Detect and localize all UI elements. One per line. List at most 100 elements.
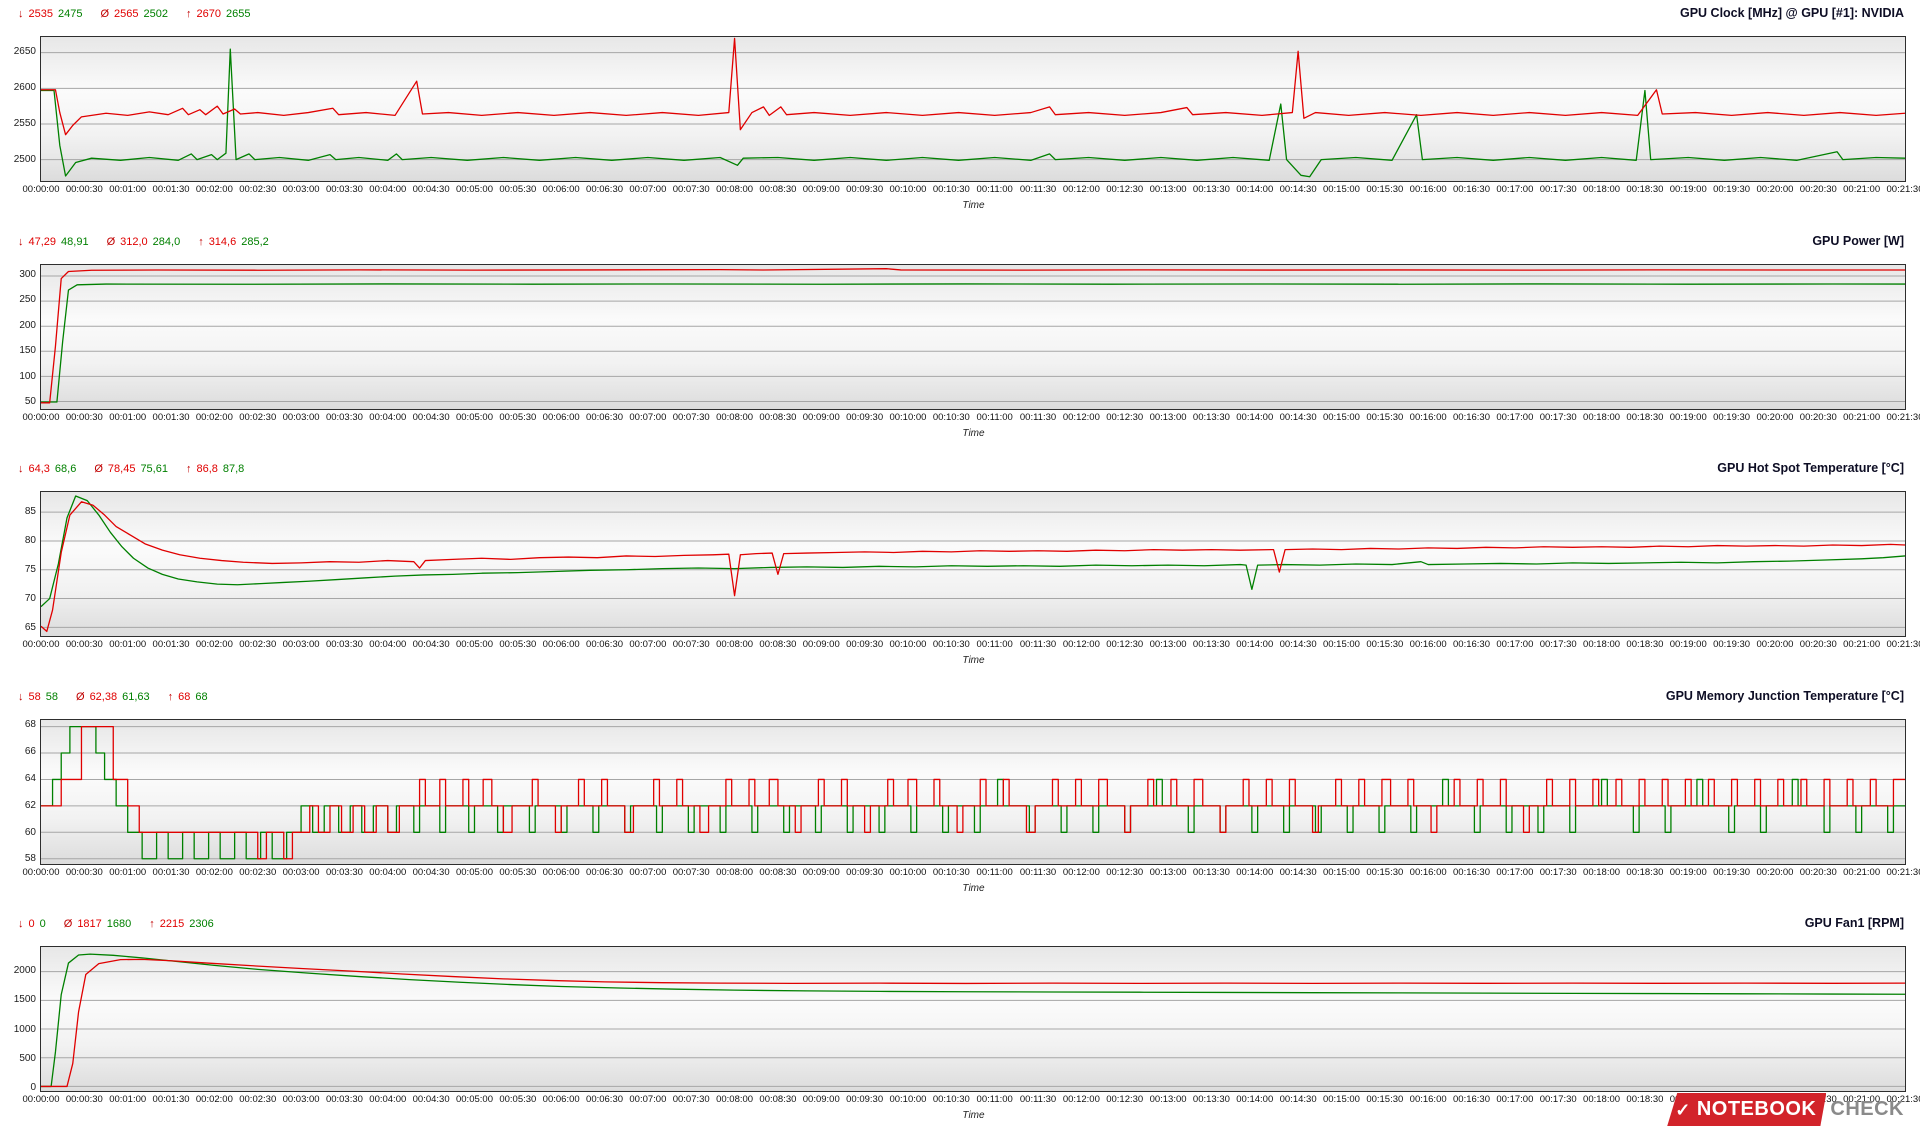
x-tick-label: 00:08:30 <box>759 639 797 651</box>
x-tick-label: 00:15:30 <box>1366 184 1404 195</box>
x-axis: 00:00:00 00:00:30 00:01:00 00:01:30 00:02:00… <box>23 184 1920 198</box>
x-tick-label: 00:20:00 <box>1756 184 1794 195</box>
x-tick-label: 00:10:30 <box>932 639 970 651</box>
stat-group: ↓ 0 0 <box>18 918 46 930</box>
x-tick-label: 00:10:00 <box>889 184 927 195</box>
x-tick-label: 00:18:30 <box>1626 639 1664 651</box>
stat-value-green: 2475 <box>57 8 83 20</box>
chart-title: GPU Clock [MHz] @ GPU [#1]: NVIDIA <box>1679 6 1904 20</box>
x-tick-label: 00:04:30 <box>412 639 450 651</box>
x-tick-label: 00:16:00 <box>1409 639 1447 651</box>
x-tick-label: 00:14:30 <box>1279 639 1317 651</box>
x-tick-label: 00:06:00 <box>542 639 580 651</box>
x-tick-label: 00:02:30 <box>239 639 277 651</box>
stat-value-red: 62,38 <box>89 690 118 703</box>
y-tick-label: 2500 <box>13 154 36 166</box>
x-tick-label: 00:10:30 <box>932 184 970 195</box>
chart-svg <box>41 947 1905 1091</box>
series-stats: ↓ 0 0 Ø 1817 1680 ↑ 2215 2306 <box>18 918 214 930</box>
x-tick-label: 00:08:30 <box>759 184 797 195</box>
x-tick-label: 00:17:30 <box>1539 1094 1577 1106</box>
x-tick-label: 00:00:30 <box>65 639 103 651</box>
stat-value-red: 47,29 <box>28 235 57 248</box>
x-tick-label: 00:16:30 <box>1453 639 1490 651</box>
stat-value-green: 48,91 <box>61 235 89 248</box>
chart-body: 0 500 1000 1500 2000 <box>10 946 1906 1093</box>
x-tick-label: 00:08:00 <box>716 184 754 195</box>
stat-group: ↑ 2215 2306 <box>149 918 213 930</box>
x-tick-label: 00:07:30 <box>672 1094 710 1106</box>
series-stats: ↓ 2535 2475 Ø 2565 2502 ↑ 2670 2655 <box>18 8 250 20</box>
check-icon: ✓ <box>1675 1099 1691 1120</box>
x-tick-label: 00:07:30 <box>672 866 710 878</box>
x-tick-label: 00:11:00 <box>976 866 1013 878</box>
x-tick-label: 00:03:30 <box>325 639 363 651</box>
chart-body: 50 100 150 200 250 300 <box>10 263 1906 410</box>
x-tick-label: 00:01:30 <box>152 411 190 423</box>
chart-panel-gpu-hotspot-temp: ↓ 64,3 68,6 Ø 78,45 75,61 ↑ 86,8 87,8 GPU Hot Sp… <box>0 455 1920 683</box>
y-tick-label: 80 <box>24 534 36 546</box>
x-tick-label: 00:07:00 <box>629 1094 667 1106</box>
y-tick-label: 0 <box>30 1081 36 1093</box>
x-axis-title: Time <box>962 882 985 894</box>
series-line-red <box>41 726 1905 858</box>
x-tick-label: 00:01:00 <box>109 1094 147 1106</box>
stat-value-red: 78,45 <box>107 463 136 476</box>
x-tick-label: 00:14:00 <box>1236 639 1274 651</box>
x-tick-label: 00:12:30 <box>1106 866 1144 878</box>
x-tick-label: 00:05:30 <box>499 1094 537 1106</box>
notebookcheck-logo: ✓ NOTEBOOK CHECK <box>1667 1093 1904 1126</box>
y-tick-label: 300 <box>19 268 36 280</box>
x-tick-label: 00:10:30 <box>932 866 970 878</box>
x-tick-label: 00:13:00 <box>1149 1094 1187 1106</box>
x-tick-label: 00:08:30 <box>759 866 797 878</box>
series-line-red <box>41 502 1905 632</box>
x-tick-label: 00:17:00 <box>1496 1094 1534 1106</box>
chart-panel-gpu-memory-temp: ↓ 58 58 Ø 62,38 61,63 ↑ 68 68 GPU Memory Junctio… <box>0 683 1920 911</box>
x-tick-label: 00:21:00 <box>1843 639 1881 651</box>
x-tick-label: 00:00:30 <box>65 411 103 423</box>
x-tick-label: 00:06:30 <box>586 1094 624 1106</box>
x-tick-label: 00:21:30 <box>1886 184 1920 195</box>
x-tick-label: 00:09:30 <box>846 184 884 195</box>
x-tick-label: 00:00:30 <box>65 866 103 878</box>
x-tick-label: 00:21:00 <box>1843 1094 1881 1106</box>
x-tick-label: 00:05:30 <box>499 639 537 651</box>
y-axis: 58 60 62 64 66 68 <box>10 719 40 865</box>
x-tick-label: 00:01:00 <box>109 866 147 878</box>
series-line-green <box>41 496 1905 607</box>
x-tick-label: 00:16:30 <box>1453 411 1490 423</box>
x-tick-label: 00:02:00 <box>195 411 233 423</box>
x-tick-label: 00:15:30 <box>1366 639 1404 651</box>
x-tick-label: 00:03:30 <box>325 184 363 195</box>
stat-value-green: 2306 <box>189 918 214 931</box>
stat-symbol: ↓ <box>18 463 24 476</box>
x-tick-label: 00:13:00 <box>1149 184 1187 195</box>
x-axis: 00:00:00 00:00:30 00:01:00 00:01:30 00:02:00… <box>23 866 1920 881</box>
x-tick-label: 00:17:30 <box>1539 639 1577 651</box>
x-axis-title: Time <box>962 427 985 439</box>
chart-title: GPU Memory Junction Temperature [°C] <box>1665 688 1904 703</box>
x-tick-label: 00:17:30 <box>1539 411 1577 423</box>
x-tick-label: 00:00:30 <box>65 1094 103 1106</box>
x-tick-label: 00:02:00 <box>195 184 233 195</box>
x-tick-label: 00:03:00 <box>282 639 320 651</box>
stat-group: Ø 1817 1680 <box>64 918 132 930</box>
chart-body: 58 60 62 64 66 68 <box>10 718 1906 865</box>
x-tick-label: 00:13:30 <box>1192 184 1230 195</box>
x-tick-label: 00:14:30 <box>1279 184 1317 195</box>
x-tick-label: 00:00:00 <box>22 866 60 878</box>
stat-symbol: Ø <box>106 235 116 248</box>
x-tick-label: 00:00:00 <box>22 411 60 423</box>
x-tick-label: 00:21:00 <box>1843 866 1881 878</box>
x-tick-label: 00:14:30 <box>1279 411 1317 423</box>
x-tick-label: 00:05:30 <box>499 866 537 878</box>
x-tick-label: 00:08:00 <box>716 1094 754 1106</box>
x-tick-label: 00:03:00 <box>282 1094 320 1106</box>
x-tick-label: 00:16:00 <box>1409 184 1447 195</box>
x-tick-label: 00:14:00 <box>1236 184 1274 195</box>
y-tick-label: 2550 <box>13 118 36 130</box>
x-tick-label: 00:09:00 <box>802 1094 840 1106</box>
series-line-red <box>41 268 1905 402</box>
